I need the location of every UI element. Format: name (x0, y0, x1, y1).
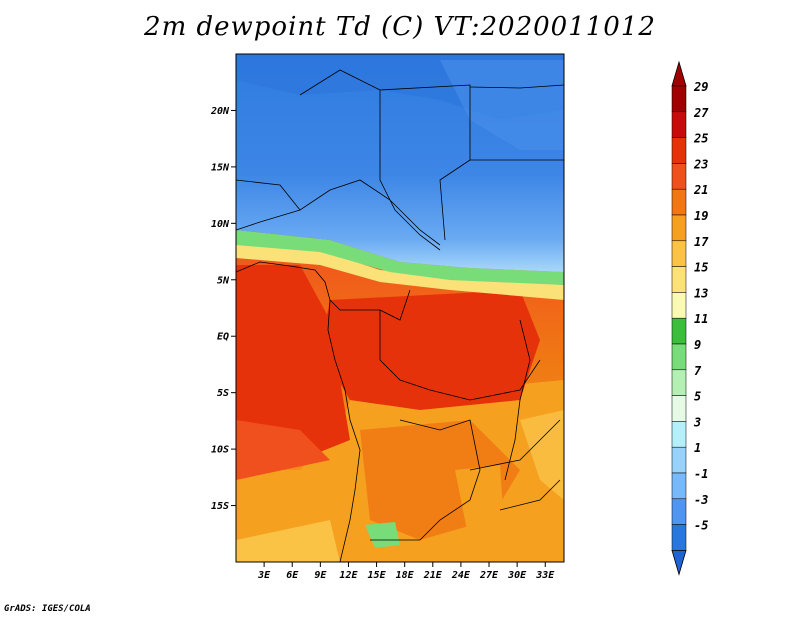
colorbar-segment (671, 369, 687, 396)
lat-tick-label: 15S (211, 501, 229, 512)
colorbar-label: 17 (694, 235, 709, 249)
dewpoint-field (236, 54, 564, 562)
colorbar-label: 5 (694, 390, 701, 404)
lat-tick-label: 5N (217, 275, 230, 286)
colorbar-label: 1 (694, 441, 701, 455)
colorbar-label: -5 (694, 519, 708, 533)
lon-tick-label: 15E (368, 570, 387, 581)
colorbar-label: 25 (693, 132, 708, 146)
colorbar-segment (671, 395, 687, 422)
colorbar-segment (671, 85, 687, 113)
colorbar-label: 29 (693, 80, 708, 94)
lon-tick-label: 9E (314, 570, 327, 581)
colorbar-segment (671, 137, 687, 164)
colorbar-segment (671, 317, 687, 345)
lon-tick-label: 21E (423, 570, 443, 581)
colorbar-segment (671, 163, 687, 190)
colorbar-segment (671, 446, 687, 474)
colorbar-top-cap (671, 60, 687, 87)
lon-tick-label: 24E (451, 570, 471, 581)
map-title: 2m dewpoint Td (C) VT:2020011012 (144, 12, 656, 42)
colorbar-segment (671, 214, 687, 242)
lon-tick-label: 18E (396, 570, 415, 581)
lon-tick-label: 3E (257, 570, 271, 581)
lon-tick-label: 33E (535, 570, 555, 581)
grads-credit: GrADS: IGES/COLA (4, 604, 91, 614)
colorbar-label: 13 (694, 286, 708, 300)
colorbar-segment (671, 472, 687, 500)
colorbar-segment (671, 111, 687, 138)
colorbar-segment (671, 240, 687, 267)
lat-tick-label: 20N (210, 106, 230, 117)
colorbar-segment (671, 498, 687, 525)
colorbar-segment (671, 421, 687, 448)
latitude-axis: 20N 15N 10N 5N EQ 5S 10S 15S (210, 106, 236, 512)
colorbar-label: 15 (694, 261, 708, 275)
map-frame (235, 53, 565, 563)
colorbar-label: 23 (693, 157, 708, 171)
colorbar-label: 7 (694, 364, 702, 378)
colorbar-segment (671, 292, 687, 319)
longitude-axis: 3E 6E 9E 12E 15E 18E 21E 24E 27E 30E 33E (257, 562, 555, 581)
colorbar-segment (671, 343, 687, 371)
colorbar: 29 27 25 23 21 19 17 15 13 11 9 7 5 3 1 -1 -3 -5 (671, 60, 709, 576)
lon-tick-label: 12E (339, 570, 358, 581)
lat-tick-label: EQ (217, 332, 229, 343)
colorbar-label: -1 (694, 467, 708, 481)
country-borders (236, 69, 564, 562)
colorbar-segment (671, 524, 687, 551)
lon-tick-label: 27E (479, 570, 499, 581)
colorbar-segment (671, 188, 687, 216)
colorbar-label: 21 (693, 183, 708, 197)
lat-tick-label: 5S (217, 388, 229, 399)
colorbar-label: 3 (693, 415, 701, 429)
lon-tick-label: 30E (507, 570, 527, 581)
colorbar-bottom-cap (671, 550, 687, 576)
lat-tick-label: 15N (211, 162, 230, 173)
lon-tick-label: 6E (286, 570, 299, 581)
lat-tick-label: 10S (211, 445, 229, 456)
colorbar-label: 9 (694, 338, 701, 352)
colorbar-label: 11 (694, 312, 708, 326)
colorbar-segment (671, 266, 687, 293)
colorbar-label: 27 (693, 106, 709, 120)
colorbar-label: -3 (694, 493, 708, 507)
colorbar-label: 19 (694, 209, 708, 223)
lat-tick-label: 10N (211, 219, 230, 230)
